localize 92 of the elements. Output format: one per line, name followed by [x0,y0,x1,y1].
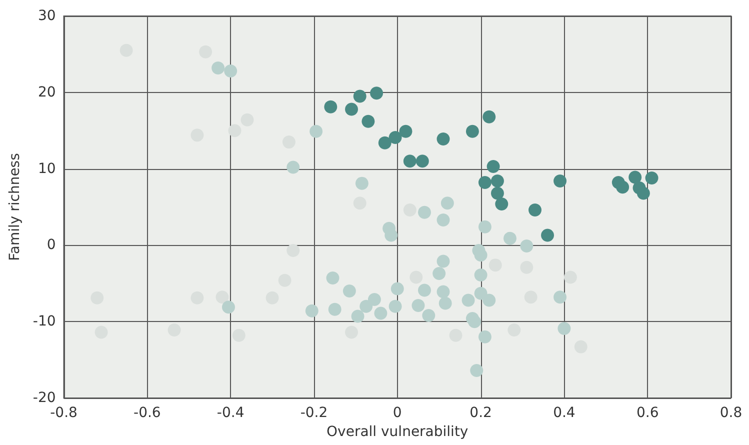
point [490,174,504,188]
point [374,306,388,320]
point [286,160,300,174]
point [224,64,238,78]
y-tick-label: 30 [38,8,56,24]
y-tick-label: -10 [32,314,56,330]
x-tick-label: 0.6 [636,405,659,421]
point [286,244,300,258]
point [390,282,404,296]
point [436,132,450,146]
point [482,294,496,307]
x-tick-label: -0.4 [216,405,244,421]
point [470,364,484,377]
point [490,186,504,200]
point [410,270,423,284]
point [478,330,492,344]
point [310,124,323,138]
point [628,170,642,184]
point [228,124,242,138]
point [528,204,542,217]
point [554,174,567,188]
point [351,310,364,323]
y-tick-label: 10 [38,160,56,177]
point [558,322,571,335]
point [436,254,450,268]
point [416,154,429,168]
point [403,154,416,168]
point [418,284,431,297]
point [370,86,384,100]
point [636,186,650,200]
point [418,206,431,219]
point [462,294,475,307]
point [388,130,402,144]
point [554,290,567,304]
point [422,308,436,322]
point [616,180,630,194]
point [486,160,500,174]
point [353,90,366,103]
point [168,324,181,336]
point [216,290,229,304]
point [232,328,246,342]
x-tick-label: -0.6 [134,405,161,421]
point [541,228,554,242]
point [388,300,402,313]
point [368,292,381,306]
point [324,100,338,114]
x-tick-label: 0 [392,405,402,421]
y-tick-label: 0 [46,237,56,254]
point [384,228,398,242]
point [503,232,516,245]
point [222,300,235,314]
point [468,315,482,328]
y-tick-label: 20 [38,84,56,100]
point [438,296,452,310]
point [478,220,492,234]
point [474,248,488,262]
x-axis-title: Overall vulnerability [326,424,468,440]
point [305,304,318,318]
point [432,266,446,280]
y-tick-label: -20 [32,390,56,406]
point [474,286,488,300]
point [378,136,392,150]
point [478,176,492,190]
x-tick-label: -0.2 [300,405,328,421]
x-tick-label: 0.4 [553,405,576,421]
point [412,299,425,312]
x-tick-label: 0.8 [720,405,742,421]
point [520,239,534,252]
point [399,124,412,138]
point [564,270,577,284]
point [440,196,454,210]
point [482,110,496,124]
point [403,204,416,217]
point [362,114,375,128]
point [436,213,450,226]
point [360,300,373,313]
point [328,302,342,316]
point [345,102,358,116]
point [212,61,225,74]
point [488,258,502,272]
point [355,176,368,190]
point [436,285,450,298]
point [466,124,479,138]
point [342,284,356,298]
point [645,171,658,184]
point [508,324,521,336]
point [474,268,488,282]
y-axis-title: Family richness [7,153,23,261]
x-tick-label: -0.8 [50,405,78,421]
point [495,197,508,210]
x-tick-label: 0.2 [470,405,492,421]
point [326,272,340,285]
